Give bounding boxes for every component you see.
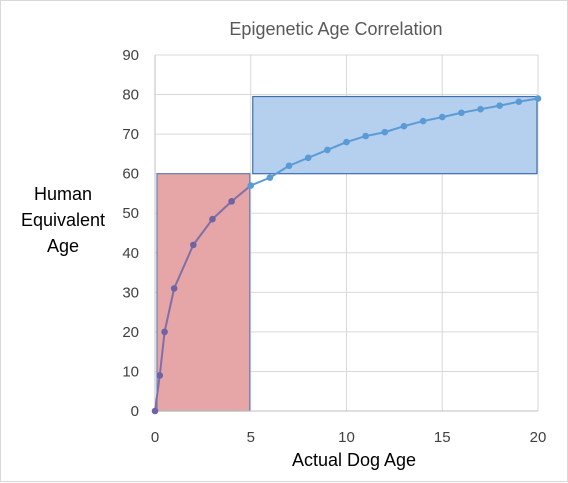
- series-segment: [163, 287, 176, 333]
- axes: 0 10 20 30 40 50 60 70 80 90 0 5 10 15 20: [122, 47, 546, 446]
- data-point: [190, 241, 197, 249]
- data-point: [247, 182, 255, 189]
- y-tick-label: 30: [122, 284, 139, 301]
- y-tick-label: 80: [122, 87, 139, 104]
- chart-title: Epigenetic Age Correlation: [229, 19, 442, 39]
- data-point: [362, 132, 369, 140]
- y-tick-label: 70: [122, 126, 139, 143]
- x-tick-label: 10: [338, 429, 355, 446]
- y-tick-label: 20: [122, 324, 139, 341]
- series-segment: [288, 156, 310, 167]
- data-point: [515, 98, 523, 105]
- data-point: [170, 285, 178, 292]
- x-tick-label: 0: [151, 429, 159, 446]
- series-segment: [326, 141, 348, 151]
- data-point: [438, 113, 446, 121]
- data-point: [151, 407, 159, 415]
- data-point: [534, 95, 542, 102]
- data-point: [156, 372, 164, 379]
- data-point: [161, 328, 168, 336]
- series-segment: [230, 184, 252, 203]
- y-axis-label-line-2: Equivalent: [21, 210, 105, 230]
- x-axis-label: Actual Dog Age: [292, 450, 416, 470]
- data-point: [381, 128, 389, 136]
- y-axis-label-line-1: Human: [34, 184, 92, 204]
- data-point: [228, 198, 235, 205]
- series-segment: [345, 135, 367, 144]
- series-segment: [402, 120, 425, 128]
- series-segment: [307, 148, 329, 159]
- y-axis-label-line-3: Age: [47, 236, 79, 256]
- y-tick-label: 90: [122, 47, 139, 64]
- data-point: [324, 146, 331, 154]
- y-tick-label: 40: [122, 245, 139, 262]
- data-point: [458, 109, 465, 117]
- series-segment: [173, 243, 195, 290]
- data-point: [285, 162, 293, 170]
- series-segment: [383, 125, 405, 134]
- data-point: [266, 174, 274, 181]
- y-tick-label: 50: [122, 205, 139, 222]
- y-tick-label: 10: [122, 363, 139, 380]
- x-tick-label: 20: [530, 429, 547, 446]
- series-segment: [268, 164, 291, 179]
- series-segment: [154, 374, 161, 412]
- data-point: [400, 122, 408, 130]
- data-point: [477, 105, 484, 113]
- data-point: [304, 154, 312, 162]
- x-tick-label: 15: [434, 429, 451, 446]
- data-series: [151, 95, 542, 415]
- data-point: [419, 117, 427, 125]
- data-point: [496, 102, 504, 109]
- series-segment: [249, 176, 271, 187]
- series-segment: [211, 200, 233, 221]
- series-segment: [158, 330, 166, 377]
- x-tick-label: 5: [247, 429, 255, 446]
- y-tick-label: 60: [122, 166, 139, 183]
- region-puppy: [156, 173, 251, 412]
- series-segment: [192, 218, 214, 246]
- y-tick-label: 0: [131, 403, 139, 420]
- data-point: [209, 215, 216, 223]
- data-point: [343, 138, 350, 146]
